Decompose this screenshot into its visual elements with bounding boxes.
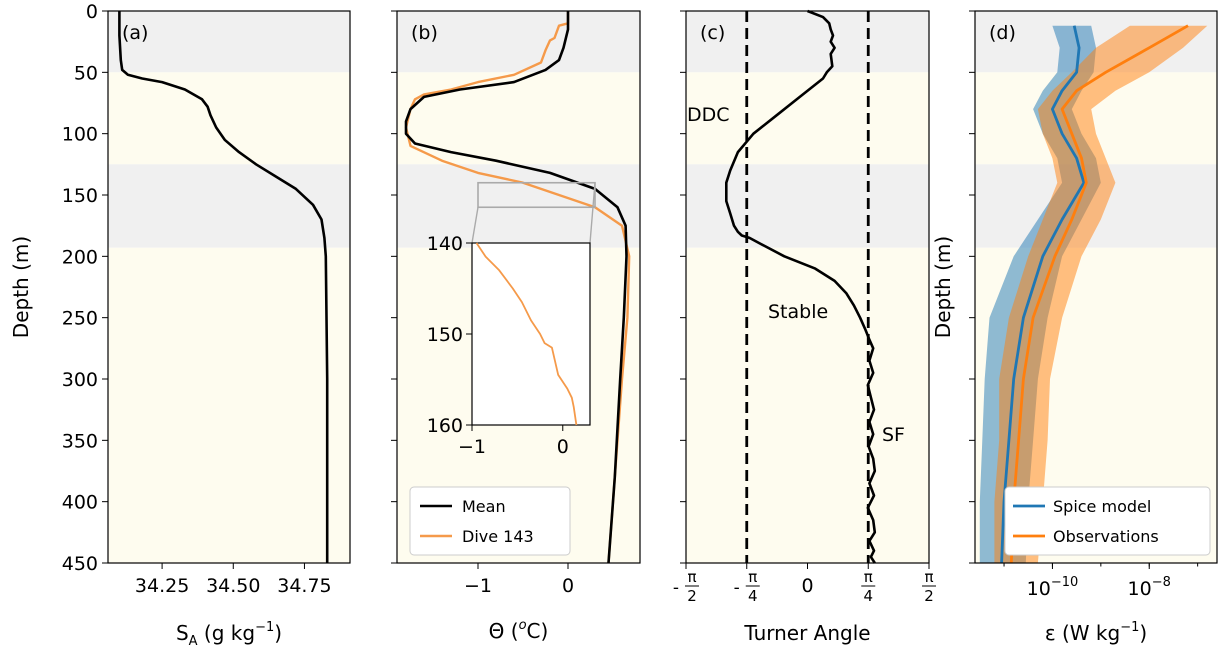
mean-line (404, 11, 628, 564)
axes-frame-a (107, 10, 351, 564)
legend-label-obs: Observations (1053, 527, 1159, 546)
depth-band-c-1 (686, 72, 929, 165)
depth-band-a-2 (108, 164, 350, 248)
y-tick-label: 350 (62, 430, 98, 452)
x-tick-label: 34.50 (206, 575, 260, 597)
panel-label: (b) (411, 22, 438, 44)
inset-y-tick-label: 140 (427, 233, 463, 255)
annotation-ddc: DDC (687, 104, 730, 126)
x-tick-label: 34.25 (135, 575, 189, 597)
fraction-numerator: π (687, 568, 696, 586)
depth-band-a-1 (108, 72, 350, 165)
fraction-denominator: 4 (863, 587, 873, 605)
inset-x-tick-label: 0 (557, 436, 569, 458)
x-tick-label: π2 (921, 568, 936, 605)
depth-band-c-0 (686, 11, 929, 73)
fraction-denominator: 4 (748, 587, 758, 605)
y-tick-label: 0 (86, 1, 98, 23)
y-axis-label: Depth (m) (931, 236, 955, 338)
fraction-denominator: 2 (924, 587, 934, 605)
depth-band-a-0 (108, 11, 350, 73)
x-tick-label: -π4 (734, 568, 760, 605)
annotation-stable: Stable (768, 301, 828, 323)
x-axis-label: SA (g kg−1) (176, 620, 282, 649)
annotation-sf: SF (882, 424, 905, 446)
zoom-region (477, 181, 596, 209)
depth-band-c-2 (686, 164, 929, 248)
legend-label-mean: Mean (462, 497, 506, 516)
legend-label-dive: Dive 143 (462, 527, 534, 546)
fraction-denominator: 2 (687, 587, 697, 605)
axes-frame-d (974, 10, 1218, 564)
fraction-numerator: π (864, 568, 873, 586)
inset-dive-line (475, 242, 578, 426)
x-tick-label: 0 (801, 575, 813, 597)
panel-label: (c) (700, 22, 725, 44)
x-tick-label: 10−10 (1027, 575, 1079, 600)
x-tick-label: −1 (464, 575, 492, 597)
depth-band-a-3 (108, 247, 350, 563)
y-tick-label: 300 (62, 369, 98, 391)
inset-x-tick-label: −1 (458, 436, 486, 458)
panel-label: (a) (122, 22, 148, 44)
y-tick-label: 250 (62, 308, 98, 330)
legend: Spice model Observations (1004, 486, 1211, 556)
fraction-numerator: π (924, 568, 933, 586)
inset-y-tick-label: 150 (427, 324, 463, 346)
inset-y-tick-label: 160 (427, 415, 463, 437)
x-tick-label: 34.75 (277, 575, 331, 597)
x-axis-label: Θ (oC) (489, 618, 549, 643)
observations-line (1009, 24, 1189, 564)
observations-band (994, 25, 1208, 563)
inset-connector (471, 207, 479, 244)
x-tick-label: -π2 (673, 568, 700, 605)
x-axis-label: Turner Angle (743, 621, 870, 645)
y-tick-label: 400 (62, 492, 98, 514)
panel-label: (d) (989, 22, 1016, 44)
y-axis-label: Depth (m) (9, 236, 33, 338)
y-tick-label: 150 (62, 185, 98, 207)
legend-label-spice: Spice model (1053, 497, 1151, 516)
depth-band-b-1 (397, 72, 640, 165)
y-tick-label: 450 (62, 553, 98, 575)
turner-angle-line (724, 9, 877, 564)
legend-box (409, 486, 571, 556)
legend: Mean Dive 143 (409, 486, 571, 556)
minus-sign: - (734, 578, 740, 598)
y-tick-label: 50 (74, 62, 98, 84)
y-tick-label: 100 (62, 124, 98, 146)
depth-band-b-0 (397, 11, 640, 73)
minus-sign: - (673, 578, 679, 598)
x-tick-label: 0 (562, 575, 574, 597)
salinity-line (118, 11, 329, 563)
depth-band-c-3 (686, 247, 929, 563)
fraction-numerator: π (748, 568, 757, 586)
inset-connector (589, 182, 596, 244)
y-tick-label: 200 (62, 246, 98, 268)
axes-frame-b (396, 10, 641, 564)
x-tick-label: 10−8 (1128, 575, 1171, 600)
x-axis-label: ε (W kg−1) (1045, 620, 1147, 645)
legend-box (1004, 486, 1211, 556)
depth-band-b-2 (397, 164, 640, 248)
x-tick-label: π4 (861, 568, 876, 605)
spice-model-line (1000, 25, 1086, 564)
